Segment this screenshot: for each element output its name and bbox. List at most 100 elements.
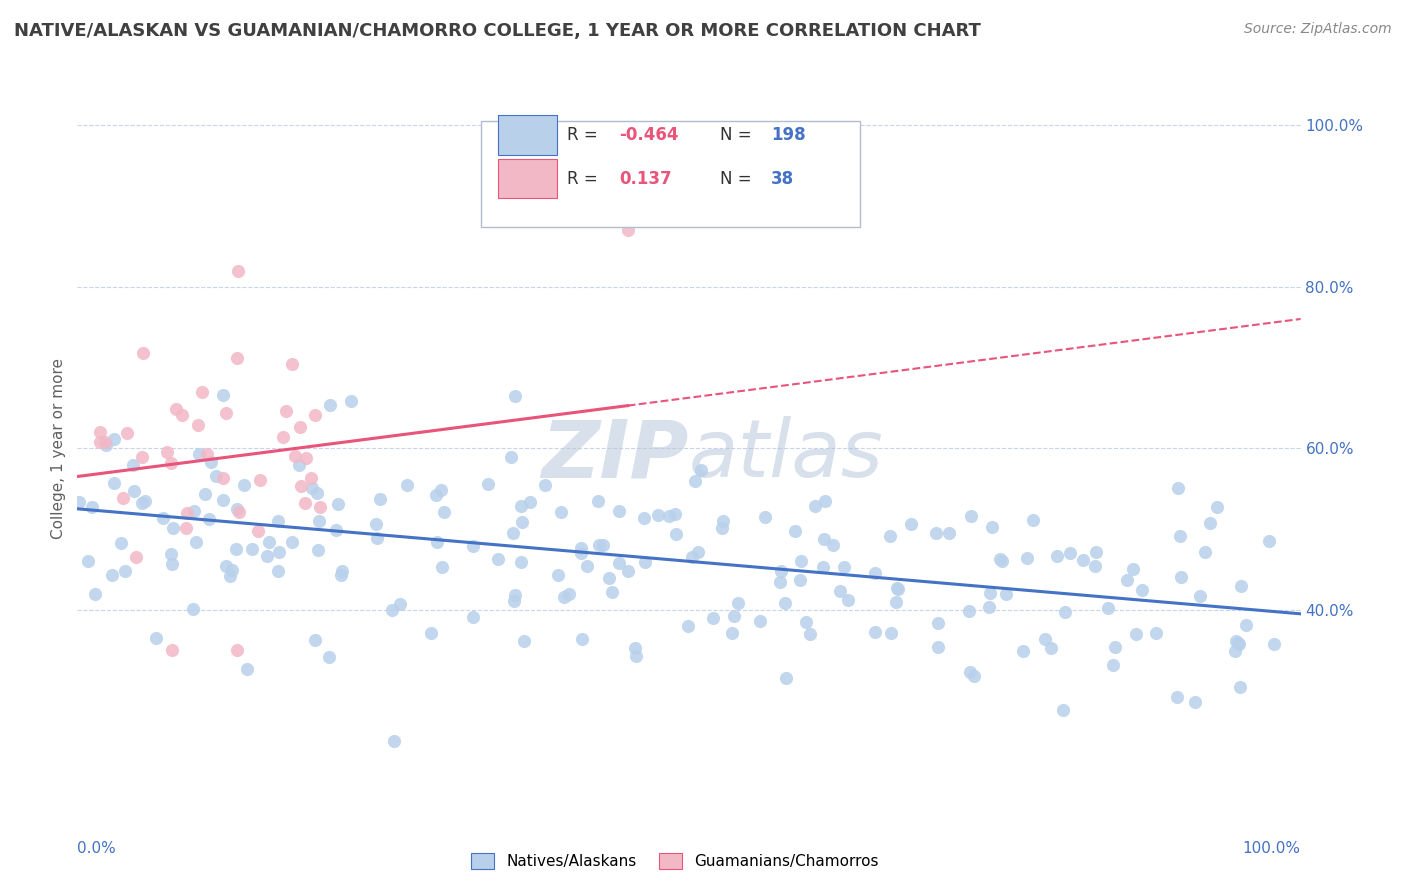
Point	[89, 425, 111, 439]
Point	[887, 582, 910, 597]
Point	[794, 615, 817, 629]
Point	[212, 493, 235, 508]
Text: 0.137: 0.137	[619, 169, 672, 187]
Point	[769, 574, 792, 589]
Point	[1188, 589, 1211, 603]
Point	[420, 626, 443, 640]
Point	[505, 389, 527, 403]
Point	[773, 596, 796, 610]
Point	[181, 602, 204, 616]
Point	[502, 526, 524, 541]
Point	[550, 505, 572, 519]
Point	[977, 599, 1000, 614]
Point	[195, 447, 218, 461]
Point	[721, 626, 744, 640]
Text: 198: 198	[770, 126, 806, 144]
Point	[576, 558, 599, 573]
Point	[592, 538, 614, 552]
Point	[152, 510, 174, 524]
Point	[226, 643, 249, 657]
Point	[804, 500, 827, 514]
Point	[80, 500, 103, 514]
Point	[256, 549, 278, 564]
Point	[425, 488, 447, 502]
Point	[702, 611, 724, 625]
Point	[1223, 643, 1246, 657]
Point	[340, 393, 363, 408]
Point	[865, 625, 887, 640]
Point	[678, 619, 700, 633]
Point	[215, 558, 238, 573]
Point	[979, 585, 1001, 599]
Point	[837, 592, 859, 607]
Legend: Natives/Alaskans, Guamanians/Chamorros: Natives/Alaskans, Guamanians/Chamorros	[465, 847, 884, 875]
Point	[67, 495, 90, 509]
Point	[111, 491, 134, 505]
Point	[499, 450, 522, 465]
Point	[1229, 681, 1251, 695]
Point	[304, 633, 326, 648]
Point	[388, 597, 411, 611]
Point	[513, 633, 536, 648]
Point	[294, 495, 316, 509]
Point	[382, 733, 405, 747]
Point	[995, 587, 1018, 601]
Point	[486, 551, 509, 566]
Point	[204, 468, 226, 483]
Point	[884, 594, 907, 608]
Point	[242, 542, 264, 557]
Text: ZIP: ZIP	[541, 417, 689, 494]
Point	[664, 507, 686, 521]
Point	[811, 560, 834, 574]
Point	[775, 671, 797, 685]
Point	[134, 494, 156, 508]
Text: N =: N =	[720, 169, 756, 187]
Point	[1227, 636, 1250, 650]
Point	[125, 549, 148, 564]
Point	[329, 568, 352, 582]
Point	[318, 650, 340, 665]
Point	[145, 631, 167, 645]
FancyBboxPatch shape	[481, 121, 860, 227]
Point	[665, 526, 688, 541]
Point	[319, 398, 342, 412]
Point	[607, 556, 630, 570]
Point	[307, 485, 329, 500]
Point	[711, 514, 734, 528]
Point	[172, 408, 194, 422]
Point	[959, 665, 981, 679]
Point	[249, 474, 271, 488]
Point	[814, 493, 837, 508]
Point	[1257, 534, 1279, 549]
Point	[246, 524, 269, 539]
Point	[1166, 690, 1188, 704]
Point	[1130, 583, 1153, 598]
Point	[571, 541, 593, 556]
Point	[236, 662, 259, 676]
Point	[754, 510, 776, 524]
Point	[200, 455, 222, 469]
Point	[103, 432, 125, 446]
Point	[1116, 573, 1139, 587]
Point	[690, 462, 713, 476]
Point	[1225, 634, 1247, 648]
Point	[785, 524, 807, 539]
Point	[477, 476, 499, 491]
Point	[215, 406, 238, 420]
Point	[84, 587, 107, 601]
Point	[821, 538, 844, 552]
Point	[1071, 553, 1094, 567]
Point	[1059, 546, 1081, 560]
Text: -0.464: -0.464	[619, 126, 679, 144]
Point	[110, 535, 132, 549]
Point	[197, 512, 219, 526]
Point	[131, 450, 153, 464]
Point	[176, 507, 198, 521]
Point	[366, 531, 388, 545]
Point	[519, 495, 541, 509]
Point	[103, 475, 125, 490]
Point	[267, 545, 290, 559]
Text: R =: R =	[567, 169, 603, 187]
Point	[1046, 549, 1069, 563]
Point	[1052, 703, 1074, 717]
